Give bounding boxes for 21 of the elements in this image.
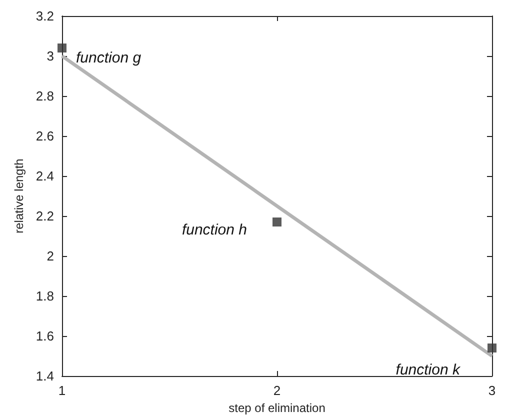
y-tick-label: 1.6 bbox=[36, 328, 54, 344]
y-tick-label: 2.4 bbox=[36, 168, 54, 184]
point bbox=[272, 218, 282, 226]
y-tick-label: 1.8 bbox=[36, 288, 54, 304]
y-tick-label: 3.2 bbox=[36, 8, 54, 24]
annotation: function h bbox=[182, 222, 247, 238]
x-tick-label: 1 bbox=[58, 383, 66, 398]
x-tick-label: 3 bbox=[488, 383, 496, 398]
point bbox=[488, 344, 496, 352]
annotation: function g bbox=[76, 50, 142, 66]
x-axis-title: step of elimination bbox=[228, 400, 326, 415]
y-tick-label: 2.2 bbox=[36, 208, 54, 224]
annotation: function k bbox=[396, 362, 462, 378]
y-tick-label: 2.6 bbox=[36, 128, 54, 144]
x-tick-label: 2 bbox=[273, 383, 281, 398]
y-tick-label: 3 bbox=[46, 48, 54, 64]
y-axis-title: relative length bbox=[12, 158, 26, 234]
y-tick-label: 1.4 bbox=[36, 368, 54, 384]
point bbox=[58, 44, 66, 52]
y-tick-label: 2 bbox=[46, 248, 54, 264]
y-tick-label: 2.8 bbox=[36, 88, 54, 104]
